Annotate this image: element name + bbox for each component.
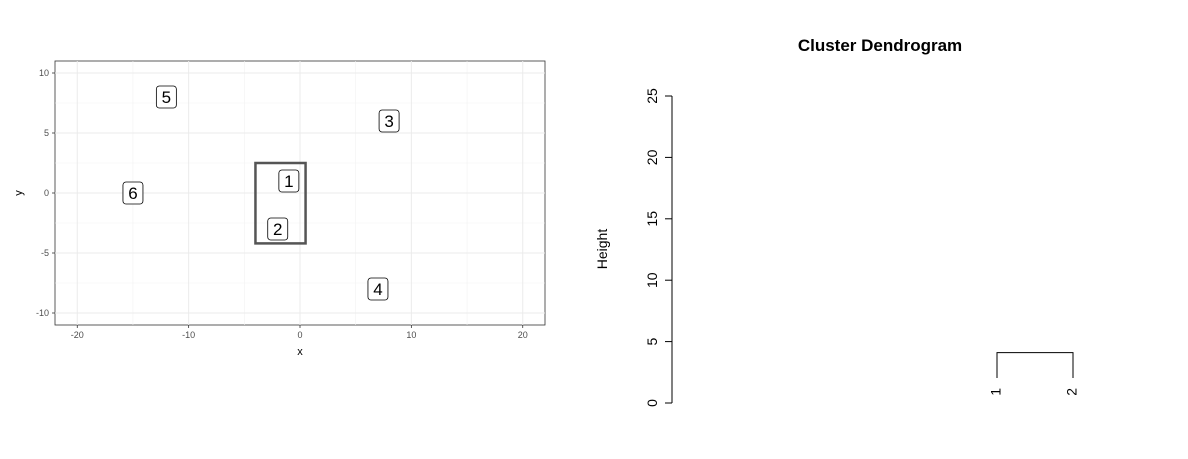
point-label-box: [122, 181, 144, 205]
point-label-text: 4: [373, 280, 382, 299]
x-tick-label: 20: [518, 330, 528, 340]
x-tick-label: 10: [406, 330, 416, 340]
y-tick-label: -5: [41, 248, 49, 258]
leaf-label: 1: [988, 388, 1004, 396]
point-label-box: [155, 85, 177, 109]
y-tick-label: 10: [39, 68, 49, 78]
point-label: 6: [122, 181, 144, 205]
point-label: 1: [278, 169, 300, 193]
x-tick-label: -20: [71, 330, 84, 340]
point-label-box: [367, 277, 389, 301]
point-label: 3: [378, 109, 400, 133]
highlight-box: [254, 161, 307, 245]
scatter-grid: [55, 61, 545, 325]
height-tick-label: 15: [644, 211, 660, 227]
point-label: 5: [155, 85, 177, 109]
point-label-box: [378, 109, 400, 133]
x-axis-label: x: [297, 346, 303, 358]
height-axis: 0 5 10 15 20 25: [644, 88, 673, 407]
y-tick-label: 0: [44, 188, 49, 198]
dendrogram-branch: [996, 352, 1074, 378]
point-label-text: 6: [128, 184, 137, 203]
scatter-points: 1 2 3 4 5 6: [122, 85, 400, 301]
height-tick-label: 5: [644, 337, 660, 345]
y-tick-label: -10: [36, 308, 49, 318]
point-label: 4: [367, 277, 389, 301]
height-tick-label: 10: [644, 272, 660, 288]
dendrogram-title: Cluster Dendrogram: [798, 36, 962, 55]
point-label-text: 2: [273, 220, 282, 239]
scatter-ticks: -20 -10 0 10 20 -10 -5 0 5 10: [36, 68, 528, 340]
point-label-text: 3: [384, 112, 393, 131]
height-tick-label: 0: [644, 399, 660, 407]
height-tick-label: 20: [644, 149, 660, 165]
y-axis-label: y: [13, 190, 25, 196]
leaf-label: 2: [1064, 388, 1080, 396]
point-label-text: 1: [284, 172, 293, 191]
point-label: 2: [267, 217, 289, 241]
height-axis-label: Height: [594, 229, 610, 270]
point-label-box: [278, 169, 300, 193]
y-tick-label: 5: [44, 128, 49, 138]
scatter-panel: -20 -10 0 10 20 -10 -5 0 5 10 1 2 3 4 5 6 x y: [13, 60, 546, 358]
height-tick-label: 25: [644, 88, 660, 104]
x-tick-label: -10: [182, 330, 195, 340]
point-label-box: [267, 217, 289, 241]
point-label-text: 5: [162, 88, 171, 107]
x-tick-label: 0: [297, 330, 302, 340]
